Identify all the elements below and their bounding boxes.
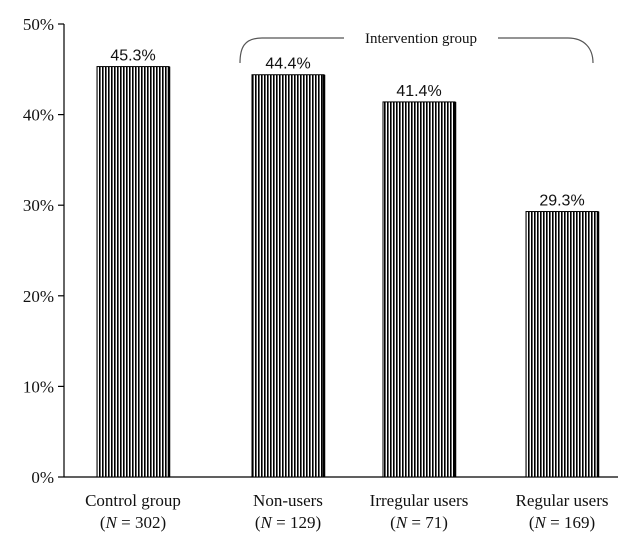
y-tick-label: 50% — [23, 15, 54, 34]
bar-value-label: 45.3% — [110, 48, 155, 65]
category-n-label: (N = 302) — [100, 513, 166, 532]
category-label: Regular users — [515, 491, 608, 510]
value-labels: 45.3% 44.4% 41.4% 29.3% — [110, 48, 584, 210]
y-tick-label: 40% — [23, 106, 54, 125]
bar — [96, 66, 170, 478]
bracket-line — [239, 37, 594, 64]
bar — [251, 74, 325, 478]
y-tick-label: 10% — [23, 377, 54, 396]
y-tick-label: 0% — [31, 468, 54, 487]
intervention-group-bracket: Intervention group — [239, 31, 594, 64]
category-n-label: (N = 169) — [529, 513, 595, 532]
category-n-label: (N = 71) — [390, 513, 448, 532]
bar-value-label: 44.4% — [265, 56, 310, 73]
category-label: Control group — [85, 491, 181, 510]
y-ticks: 0% 10% 20% 30% 40% 50% — [23, 15, 64, 487]
bar-value-label: 41.4% — [396, 83, 441, 100]
y-tick-label: 30% — [23, 196, 54, 215]
bar-value-label: 29.3% — [539, 193, 584, 210]
bar — [525, 211, 599, 478]
category-n-label: (N = 129) — [255, 513, 321, 532]
y-tick-label: 20% — [23, 287, 54, 306]
category-labels: Control group (N = 302) Non-users (N = 129)… — [85, 491, 608, 532]
category-label: Non-users — [253, 491, 323, 510]
intervention-group-label: Intervention group — [365, 31, 477, 47]
bars — [96, 66, 600, 478]
bar — [382, 101, 456, 478]
category-label: Irregular users — [370, 491, 469, 510]
